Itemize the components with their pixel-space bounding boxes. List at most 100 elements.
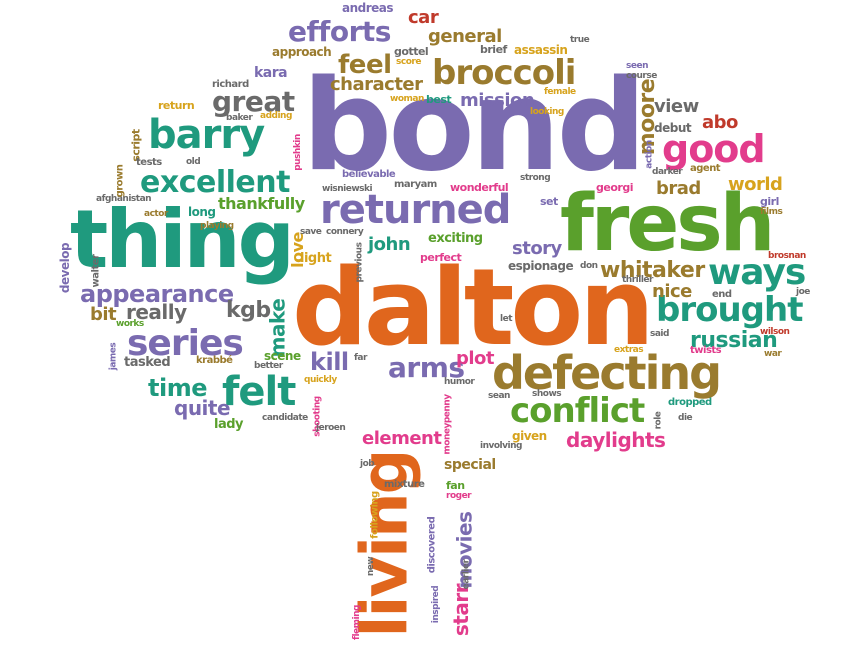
word-good: good — [662, 127, 766, 171]
word-wisniewski: wisniewski — [322, 184, 373, 194]
word-return: return — [158, 99, 195, 112]
word-female: female — [544, 87, 576, 97]
word-krabbe: krabbé — [196, 355, 233, 366]
word-plot: plot — [456, 348, 495, 369]
word-candidate: candidate — [262, 413, 308, 423]
word-humor: humor — [444, 377, 475, 387]
word-general: general — [428, 26, 502, 47]
word-course: course — [626, 71, 657, 81]
word-brief: brief — [480, 43, 507, 56]
word-maryam: maryam — [394, 179, 437, 190]
word-war: war — [764, 349, 782, 359]
word-joe: joe — [796, 287, 810, 297]
word-sean: sean — [488, 391, 510, 401]
word-shows: shows — [532, 389, 562, 399]
word-tests: tests — [136, 157, 162, 168]
word-connery: connery — [326, 227, 364, 237]
word-brad: brad — [656, 178, 701, 199]
word-series: series — [127, 323, 244, 364]
word-grown: grown — [114, 164, 126, 198]
word-set: set — [540, 195, 558, 208]
word-element: element — [362, 428, 442, 449]
word-scene: scene — [264, 349, 301, 363]
word-gottel: gottel — [394, 45, 429, 58]
word-brosnan: brosnan — [768, 251, 806, 261]
word-moneypenny: moneypenny — [442, 394, 453, 455]
word-previous: previous — [354, 242, 365, 283]
word-abo: abo — [702, 112, 738, 133]
word-world: world — [728, 174, 783, 195]
word-appearance: appearance — [80, 280, 234, 308]
word-better: better — [254, 361, 283, 371]
word-story: story — [512, 238, 562, 259]
word-thriller: thriller — [622, 275, 653, 285]
word-thankfully: thankfully — [218, 194, 305, 213]
word-earlier: earlier — [461, 559, 472, 590]
word-whitaker: whitaker — [600, 258, 705, 283]
word-fresh: fresh — [560, 179, 775, 269]
word-fleming: fleming — [351, 605, 362, 640]
word-approach: approach — [272, 45, 332, 59]
word-wonderful: wonderful — [450, 181, 509, 194]
word-conflict: conflict — [510, 391, 645, 431]
word-agent: agent — [690, 163, 721, 174]
word-fan: fan — [446, 479, 465, 492]
word-extras: extras — [614, 345, 644, 355]
word-character: character — [330, 74, 423, 95]
word-dropped: dropped — [668, 397, 712, 408]
word-don: don — [580, 261, 598, 271]
word-woman: woman — [390, 94, 424, 104]
word-kara: kara — [254, 65, 288, 81]
word-richard: richard — [212, 79, 249, 90]
word-baker: baker — [226, 113, 253, 123]
word-end: end — [712, 289, 732, 300]
word-andreas: andreas — [342, 1, 394, 15]
word-james: james — [108, 342, 119, 371]
word-barry: barry — [148, 112, 265, 158]
word-role: role — [653, 411, 664, 430]
word-films: films — [760, 207, 783, 217]
word-light: light — [300, 251, 332, 266]
word-believable: believable — [342, 169, 396, 180]
word-felt: felt — [222, 369, 296, 415]
word-works: works — [116, 319, 144, 329]
word-new: new — [366, 556, 377, 577]
word-brought: brought — [656, 290, 803, 330]
word-best: best — [426, 93, 452, 106]
word-score: score — [396, 57, 421, 67]
word-time: time — [148, 374, 207, 402]
word-special: special — [444, 457, 496, 473]
word-pushkin: pushkin — [292, 134, 303, 171]
word-lady: lady — [214, 417, 244, 432]
word-discovered: discovered — [426, 516, 438, 574]
word-girl: girl — [760, 195, 779, 208]
word-quite: quite — [174, 396, 231, 420]
word-wilson: wilson — [760, 327, 790, 337]
word-bond: bond — [302, 52, 647, 199]
word-given: given — [512, 429, 547, 443]
word-efforts: efforts — [288, 15, 391, 48]
word-afghanistan: afghanistan — [96, 194, 152, 204]
word-ways: ways — [708, 252, 806, 293]
word-job: job — [360, 459, 375, 469]
word-jeroen: jeroen — [316, 423, 346, 433]
word-playing: playing — [200, 221, 234, 231]
word-georgi: georgi — [596, 181, 633, 194]
word-far: far — [354, 353, 367, 363]
word-quickly: quickly — [304, 375, 337, 385]
word-thing: thing — [70, 193, 295, 286]
word-save: save — [300, 227, 322, 237]
word-mixture: mixture — [384, 479, 425, 490]
word-mission: mission — [460, 90, 535, 111]
word-car: car — [408, 7, 439, 28]
word-perfect: perfect — [420, 251, 462, 264]
word-adding: adding — [260, 111, 292, 121]
word-bit: bit — [90, 304, 117, 325]
word-inspired: inspired — [431, 585, 442, 624]
word-tasked: tasked — [124, 355, 171, 370]
word-looking: looking — [530, 107, 564, 117]
word-espionage: espionage — [508, 259, 574, 273]
word-view: view — [654, 96, 699, 117]
word-darker: darker — [652, 167, 683, 177]
word-dalton: dalton — [292, 246, 655, 369]
